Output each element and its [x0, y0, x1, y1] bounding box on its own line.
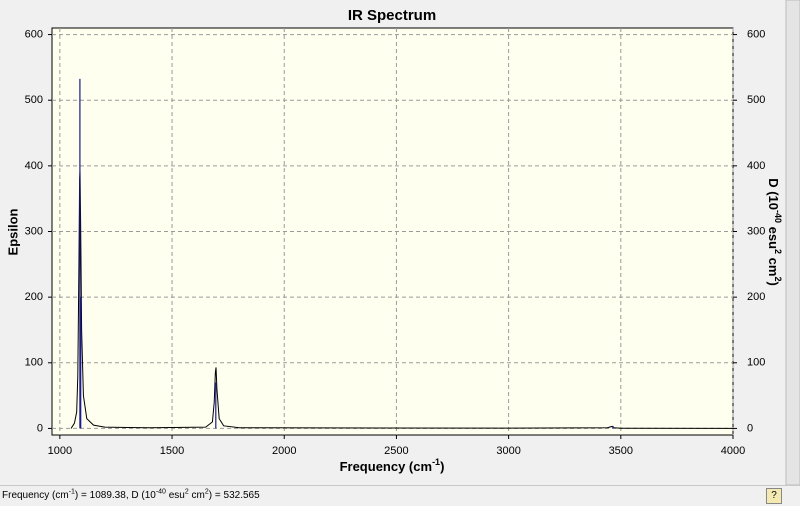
y2-tick-label: 400 [747, 160, 765, 172]
y2-label-sup: 2 [773, 276, 783, 281]
y-tick-label: 200 [25, 291, 43, 303]
status-sup: -40 [155, 488, 166, 496]
y-axis-label: Epsilon [5, 208, 20, 255]
y2-label-part: D (10 [766, 178, 781, 210]
status-text: ) = [74, 490, 90, 501]
x-tick-label: 4000 [721, 445, 745, 457]
chart: IR Spectrum Frequency (cm-1) Epsilon D (… [5, 0, 800, 485]
y2-tick-label: 500 [747, 94, 765, 106]
x-tick-label: 3500 [609, 445, 633, 457]
status-sup: 2 [204, 488, 209, 496]
y-tick-label: 300 [25, 225, 43, 237]
plot-area [51, 27, 734, 436]
y2-label-part: cm [766, 254, 781, 276]
y2-tick-label: 0 [747, 422, 753, 434]
y2-tick-label: 300 [747, 225, 765, 237]
y2-tick-label: 600 [747, 28, 765, 40]
y2-label-part: ) [766, 281, 781, 285]
y2-label-part: esu [766, 223, 781, 249]
status-text: , D (10 [125, 490, 156, 501]
y2-tick-label: 200 [747, 291, 765, 303]
help-button[interactable]: ? [766, 488, 782, 504]
y2-tick-label: 100 [747, 357, 765, 369]
status-bar: Frequency (cm-1) = 1089.38, D (10-40 esu… [0, 485, 800, 505]
y-tick-label: 600 [25, 28, 43, 40]
status-text: Frequency (cm [2, 490, 69, 501]
status-text: esu [165, 490, 185, 501]
x-label-part: ) [440, 459, 444, 474]
chart-title: IR Spectrum [348, 7, 436, 24]
x-label-sup: -1 [432, 457, 440, 467]
x-tick-label: 3000 [496, 445, 520, 457]
y2-label-sup: 2 [773, 249, 783, 254]
y-tick-label: 0 [37, 422, 43, 434]
x-tick-label: 2500 [384, 445, 408, 457]
y-tick-label: 500 [25, 94, 43, 106]
y-tick-label: 400 [25, 160, 43, 172]
scroll-frame [785, 0, 800, 485]
status-sup: -1 [68, 488, 75, 496]
x-tick-label: 1000 [48, 445, 72, 457]
status-intensity: 532.565 [223, 490, 260, 501]
y-tick-label: 100 [25, 357, 43, 369]
x-tick-label: 1500 [160, 445, 184, 457]
x-label-part: Frequency (cm [340, 459, 432, 474]
x-tick-label: 2000 [272, 445, 296, 457]
x-axis-label: Frequency (cm-1) [340, 457, 445, 474]
status-text: ) = [208, 490, 224, 501]
status-sup: 2 [184, 488, 189, 496]
y2-label-sup: -40 [773, 210, 783, 223]
status-frequency: 1089.38 [89, 490, 126, 501]
status-text: cm [188, 490, 205, 501]
y2-axis-label: D (10-40 esu2 cm2) [766, 178, 783, 286]
